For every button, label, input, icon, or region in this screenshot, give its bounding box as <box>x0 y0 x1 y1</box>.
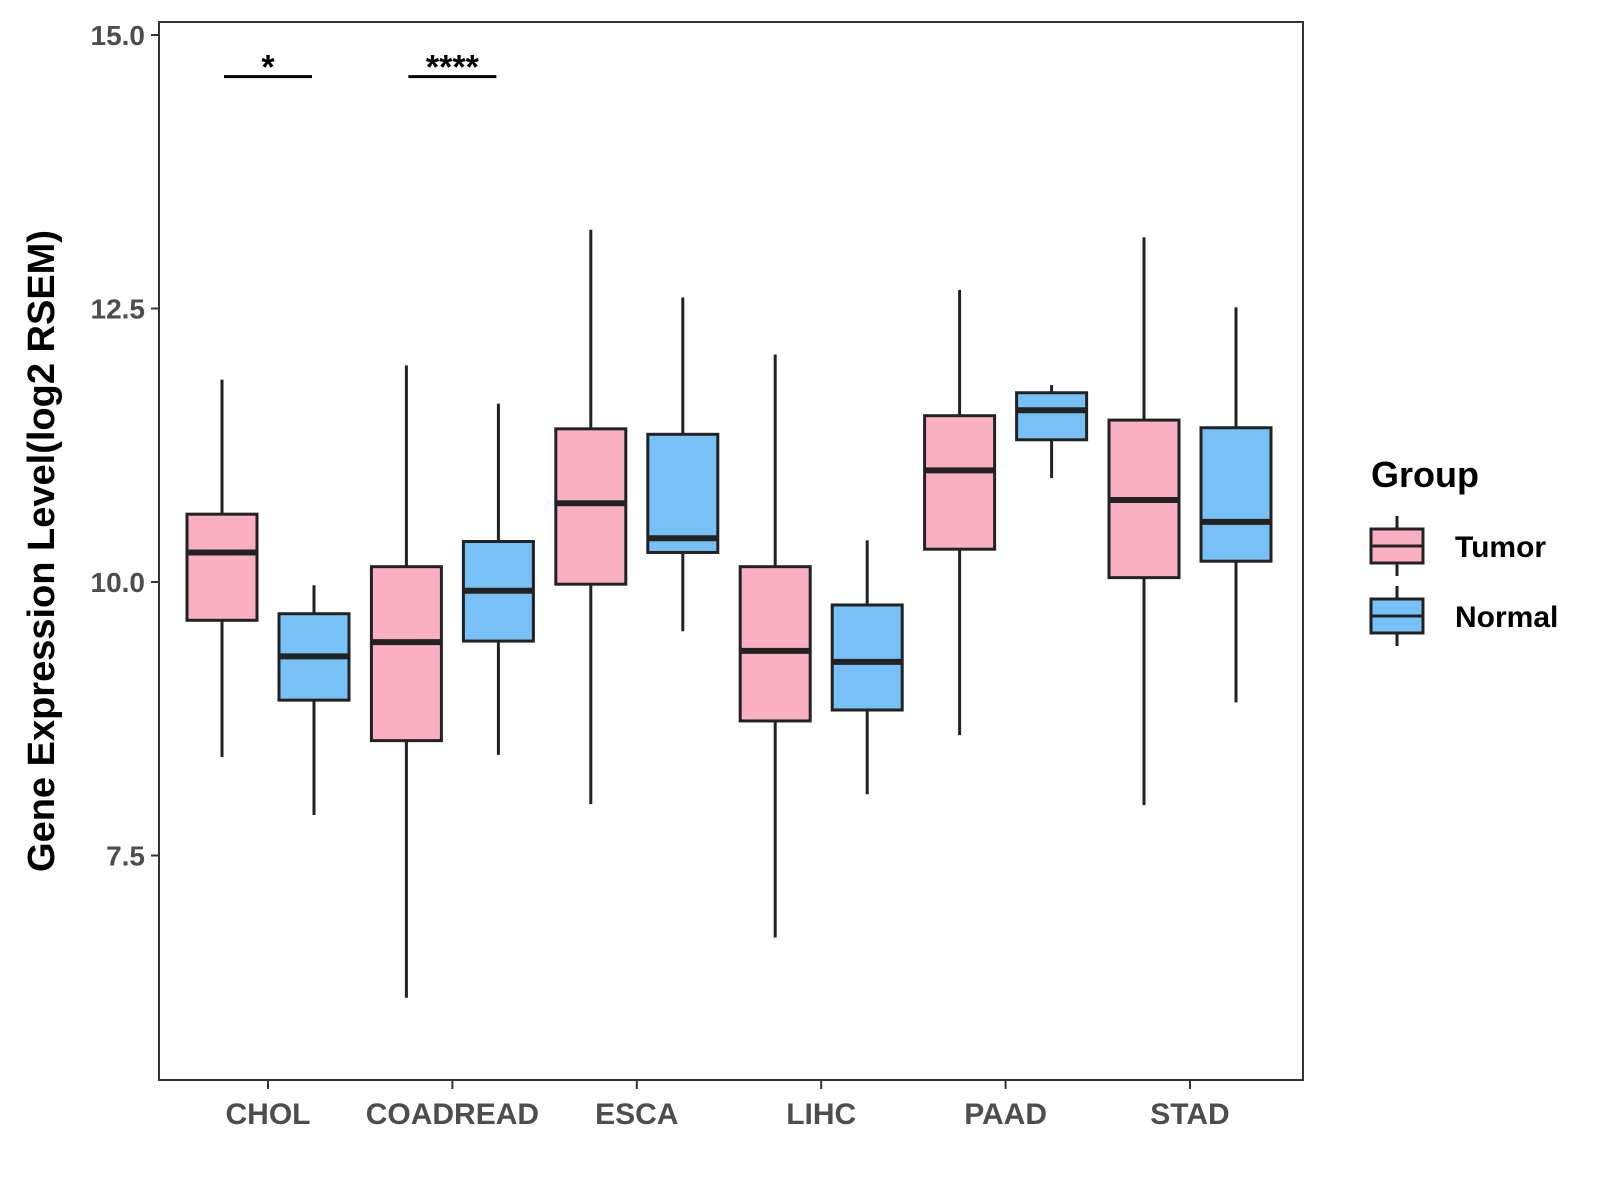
x-tick-label: LIHC <box>786 1098 856 1131</box>
box-body <box>1199 426 1273 563</box>
x-tick-label: STAD <box>1150 1098 1229 1131</box>
plot-panel-border <box>158 21 1304 1081</box>
box-tumor-paad <box>923 289 997 736</box>
x-tick-label: ESCA <box>595 1098 678 1131</box>
box-tumor-esca <box>554 229 628 805</box>
x-axis: CHOL COADREAD ESCA LIHC PAAD STAD <box>226 1080 1230 1131</box>
legend-item-label: Tumor <box>1455 531 1546 564</box>
box-normal-coadread <box>461 403 535 755</box>
box-body <box>923 414 997 551</box>
y-tick-label: 10.0 <box>91 567 146 598</box>
box-tumor-lihc <box>738 354 812 938</box>
box-normal-esca <box>646 297 720 632</box>
legend-item-label: Normal <box>1455 601 1558 634</box>
box-tumor-coadread <box>369 365 443 998</box>
box-normal-lihc <box>830 540 904 795</box>
y-axis: 7.5 10.0 12.5 15.0 <box>91 20 159 872</box>
x-tick-label: CHOL <box>226 1098 311 1131</box>
y-tick-label: 7.5 <box>106 841 145 872</box>
box-tumor-chol <box>185 379 259 758</box>
box-normal-stad <box>1199 307 1273 703</box>
significance-label: **** <box>426 49 480 87</box>
box-normal-chol <box>277 585 351 816</box>
x-tick-label: PAAD <box>964 1098 1047 1131</box>
legend: Group Tumor Normal <box>1369 454 1558 646</box>
box-body <box>1015 391 1089 442</box>
legend-item-tumor: Tumor <box>1369 516 1546 576</box>
y-axis-title: Gene Expression Level(log2 RSEM) <box>21 230 63 872</box>
legend-title: Group <box>1371 454 1479 495</box>
y-tick-label: 12.5 <box>91 294 146 325</box>
box-body <box>830 603 904 712</box>
legend-entries: Tumor Normal <box>1369 516 1558 646</box>
box-tumor-stad <box>1107 237 1181 806</box>
legend-item-normal: Normal <box>1369 586 1558 646</box>
x-tick-label: COADREAD <box>366 1098 539 1131</box>
box-normal-paad <box>1015 385 1089 479</box>
significance-label: * <box>261 49 275 87</box>
annotations-layer: * **** <box>224 49 497 87</box>
box-body <box>738 565 812 723</box>
box-body <box>185 512 259 622</box>
box-body <box>554 427 628 586</box>
y-tick-label: 15.0 <box>91 20 146 51</box>
box-body <box>369 565 443 743</box>
boxes-layer <box>185 229 1273 998</box>
box-body <box>646 432 720 554</box>
